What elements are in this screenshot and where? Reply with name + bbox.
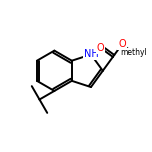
- Text: NH: NH: [84, 50, 98, 59]
- Text: O: O: [97, 43, 104, 53]
- Text: methyl: methyl: [120, 48, 147, 57]
- Text: O: O: [118, 39, 126, 49]
